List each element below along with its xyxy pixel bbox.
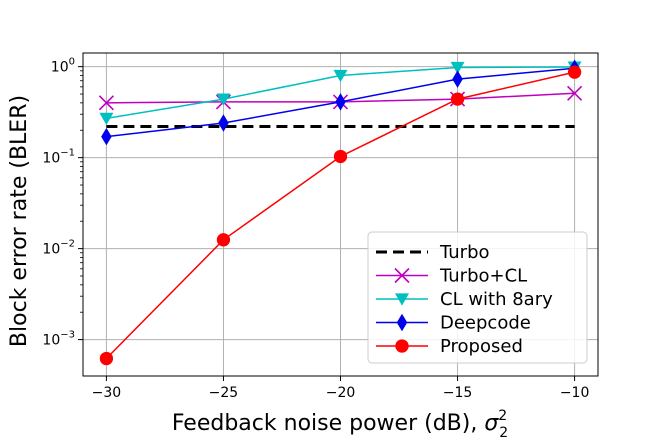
legend-marker [394,267,410,284]
marker-stroke [394,267,410,284]
data-point [98,95,114,111]
series-cl-with-8ary [99,61,582,126]
y-tick-power: −1 [60,148,75,159]
x-axis-label-sub: 2 [499,425,508,441]
data-point [333,69,348,83]
legend-marker [395,339,409,353]
y-tick-label: 100 [51,57,75,76]
x-axis-label-text: Feedback noise power (dB), [172,411,484,436]
legend-marker [396,313,408,332]
legend-label: Proposed [440,336,523,357]
y-tick-label: 10−2 [42,239,75,258]
y-tick-base: 10 [51,60,69,76]
y-tick-power: 0 [69,57,75,68]
legend-label: CL with 8ary [440,289,553,310]
x-tick-label: −25 [209,385,239,401]
data-point [450,61,465,75]
legend-item: Deepcode [376,313,531,334]
legend-label: Turbo [439,242,490,263]
data-point [216,93,231,106]
legend-label: Turbo+CL [439,266,527,287]
y-tick-power: −3 [60,330,75,341]
series-proposed [99,65,582,366]
y-tick-base: 10 [42,151,60,167]
y-tick-base: 10 [42,242,60,258]
y-tick-base: 10 [42,333,60,349]
series-deepcode [101,59,580,146]
data-point [567,85,583,101]
y-tick-power: −2 [60,239,75,250]
x-tick-label: −10 [560,385,590,401]
legend-marker [395,293,409,306]
x-axis-label-sup: 2 [498,408,507,424]
y-axis-label: Block error rate (BLER) [7,95,32,347]
y-tick-label: 10−3 [42,330,75,349]
legend-box [367,231,588,364]
data-point [452,70,463,88]
x-tick-label: −15 [443,385,473,401]
data-point [101,127,112,146]
x-tick-label: −30 [92,385,122,401]
data-point [99,351,114,366]
data-point [567,65,582,79]
legend-item: Turbo+CL [376,266,527,287]
legend-item: Turbo [376,242,490,263]
legend-item: CL with 8ary [376,289,553,310]
marker-stroke [567,85,583,101]
legend-label: Deepcode [440,313,531,334]
y-tick-label: 10−1 [42,148,75,167]
x-axis-label-symbol: σ [484,411,499,436]
series-layer [98,59,583,366]
x-axis-label: Feedback noise power (dB), σ2 2 [172,408,508,441]
data-point [333,149,348,164]
legend-item: Proposed [376,336,523,357]
data-point [335,93,346,111]
x-tick-label: −20 [326,385,356,401]
data-point [450,92,465,106]
data-point [216,233,231,247]
marker-stroke [98,95,114,111]
data-point [99,112,114,126]
data-point [218,114,229,132]
